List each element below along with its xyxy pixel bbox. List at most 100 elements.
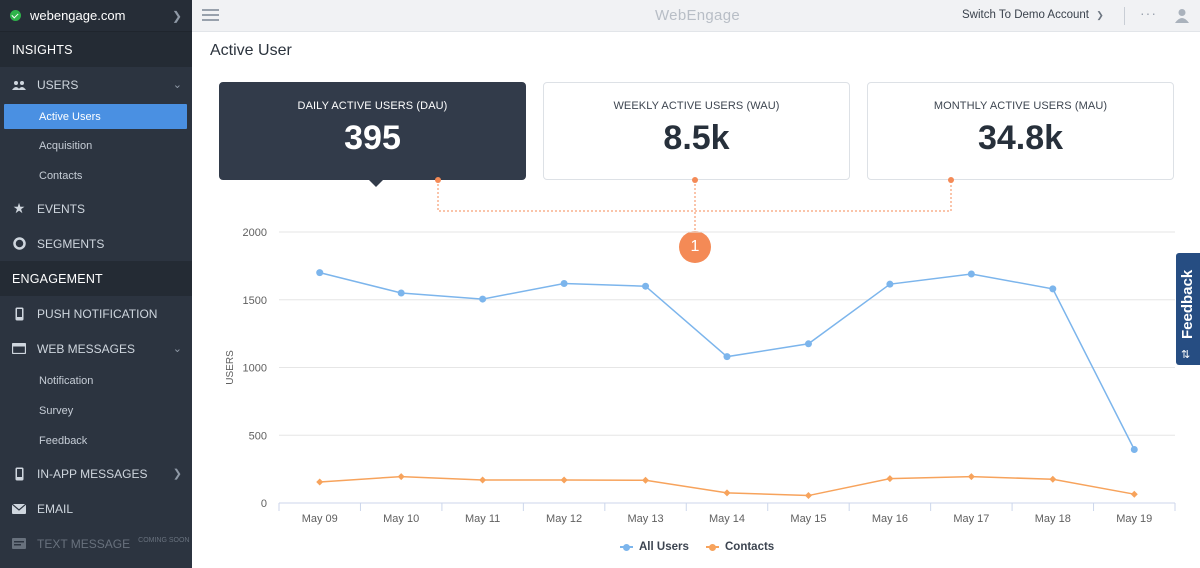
sidebar-item-users[interactable]: USERS ⌄ <box>0 67 192 102</box>
users-icon <box>12 78 26 92</box>
legend-swatch <box>620 543 633 551</box>
envelope-icon <box>12 502 26 516</box>
mobile-icon <box>12 307 26 321</box>
all-users-point <box>479 295 487 303</box>
x-tick-label: May 17 <box>953 513 989 525</box>
all-users-point <box>723 353 731 361</box>
x-tick-label: May 09 <box>302 513 338 525</box>
contacts-point <box>560 476 568 484</box>
legend-all-users[interactable]: All Users <box>620 541 689 553</box>
all-users-point <box>560 279 568 287</box>
user-profile-icon[interactable] <box>1175 8 1189 23</box>
sidebar-item-label: SEGMENTS <box>37 236 105 251</box>
x-tick-label: May 10 <box>383 513 419 525</box>
coming-soon-badge: COMING SOON <box>138 537 190 544</box>
sidebar-item-email[interactable]: EMAIL <box>0 491 192 526</box>
sidebar-item-text-message: TEXT MESSAGE COMING SOON <box>0 526 192 561</box>
account-name: webengage.com <box>30 8 126 23</box>
sidebar-item-in-app-messages[interactable]: IN-APP MESSAGES ❯ <box>0 456 192 491</box>
contacts-point <box>397 473 405 481</box>
all-users-point <box>1049 285 1057 293</box>
text-message-icon <box>12 537 26 551</box>
mobile-icon <box>12 467 26 481</box>
x-tick-label: May 19 <box>1116 513 1152 525</box>
browser-window-icon <box>12 342 26 356</box>
y-tick-label: 1500 <box>243 295 267 307</box>
sidebar-item-notification[interactable]: Notification <box>39 375 94 387</box>
y-tick-label: 500 <box>249 430 267 442</box>
sidebar-item-active-users[interactable]: Active Users <box>4 104 187 129</box>
y-axis-label: USERS <box>225 350 236 385</box>
sidebar-item-label: USERS <box>37 77 79 92</box>
contacts-point <box>642 476 650 484</box>
x-tick-label: May 16 <box>872 513 908 525</box>
x-tick-label: May 11 <box>465 513 500 525</box>
card-title: WEEKLY ACTIVE USERS (WAU) <box>613 100 780 112</box>
sidebar-item-label: EMAIL <box>37 501 74 516</box>
more-options-icon[interactable]: ··· <box>1140 5 1157 21</box>
sidebar-item-push-notification[interactable]: PUSH NOTIFICATION <box>0 296 192 331</box>
contacts-point <box>1049 475 1057 483</box>
legend-swatch <box>706 543 719 551</box>
webengage-logo: WebEngage <box>655 7 740 24</box>
x-tick-label: May 15 <box>790 513 826 525</box>
section-insights: INSIGHTS <box>0 32 192 67</box>
y-tick-label: 0 <box>261 498 267 510</box>
segments-icon <box>12 237 26 251</box>
contacts-point <box>804 492 812 500</box>
all-users-line <box>319 271 1135 450</box>
page-title: Active User <box>210 42 292 59</box>
card-value: 34.8k <box>977 119 1064 157</box>
annotation-badge: 1 <box>679 231 711 263</box>
all-users-point <box>804 340 812 348</box>
card-title: MONTHLY ACTIVE USERS (MAU) <box>933 100 1108 112</box>
card-title: DAILY ACTIVE USERS (DAU) <box>297 100 448 112</box>
sidebar-item-label: EVENTS <box>37 201 86 216</box>
star-icon: ★ <box>12 200 26 216</box>
y-tick-label: 1000 <box>243 363 267 375</box>
x-tick-label: May 12 <box>546 513 582 525</box>
y-tick-label: 2000 <box>243 227 267 239</box>
feedback-tab[interactable]: Feedback ⇅ <box>1176 253 1200 365</box>
feedback-tab-label: Feedback <box>1179 269 1196 339</box>
sidebar: webengage.com ❯ INSIGHTS USERS ⌄ Active … <box>0 0 192 568</box>
sidebar-item-label: WEB MESSAGES <box>37 341 136 356</box>
contacts-point <box>967 473 975 481</box>
sidebar-item-label: IN-APP MESSAGES <box>37 466 148 481</box>
all-users-point <box>1130 445 1138 453</box>
all-users-point <box>316 269 324 277</box>
status-check-icon <box>10 10 21 21</box>
card-wau[interactable]: WEEKLY ACTIVE USERS (WAU) 8.5k <box>543 82 850 180</box>
chevron-down-icon: ⌄ <box>172 79 182 91</box>
switch-demo-account-label: Switch To Demo Account <box>962 9 1089 21</box>
contacts-point <box>479 476 487 484</box>
sidebar-item-acquisition[interactable]: Acquisition <box>39 140 93 152</box>
account-switcher[interactable]: webengage.com ❯ <box>0 0 192 32</box>
sidebar-item-survey[interactable]: Survey <box>39 405 74 417</box>
card-value: 8.5k <box>663 119 730 157</box>
sidebar-item-feedback[interactable]: Feedback <box>39 435 88 447</box>
section-engagement: ENGAGEMENT <box>0 261 192 296</box>
hamburger-menu-icon[interactable] <box>202 9 219 21</box>
topbar: WebEngage Switch To Demo Account ❯ ··· <box>192 0 1200 32</box>
contacts-point <box>886 475 894 483</box>
legend-contacts[interactable]: Contacts <box>706 541 774 553</box>
x-tick-label: May 14 <box>709 513 745 525</box>
chevron-right-icon: ❯ <box>1096 10 1104 20</box>
all-users-point <box>967 270 975 278</box>
sidebar-item-web-messages[interactable]: WEB MESSAGES ⌄ <box>0 331 192 366</box>
x-tick-label: May 13 <box>628 513 664 525</box>
sidebar-item-contacts[interactable]: Contacts <box>39 170 83 182</box>
card-value: 395 <box>344 119 401 157</box>
sidebar-item-segments[interactable]: SEGMENTS <box>0 226 192 261</box>
sidebar-item-events[interactable]: ★ EVENTS <box>0 191 192 226</box>
switch-demo-account-button[interactable]: Switch To Demo Account ❯ <box>962 9 1104 21</box>
legend-label: All Users <box>639 541 689 553</box>
chevron-down-icon: ⌄ <box>172 343 182 355</box>
card-mau[interactable]: MONTHLY ACTIVE USERS (MAU) 34.8k <box>867 82 1174 180</box>
sidebar-item-label: TEXT MESSAGE <box>37 536 131 551</box>
sort-arrows-icon: ⇅ <box>1181 349 1191 361</box>
sidebar-item-label: PUSH NOTIFICATION <box>37 306 158 321</box>
card-dau[interactable]: DAILY ACTIVE USERS (DAU) 395 <box>219 82 526 187</box>
legend-label: Contacts <box>725 541 775 553</box>
